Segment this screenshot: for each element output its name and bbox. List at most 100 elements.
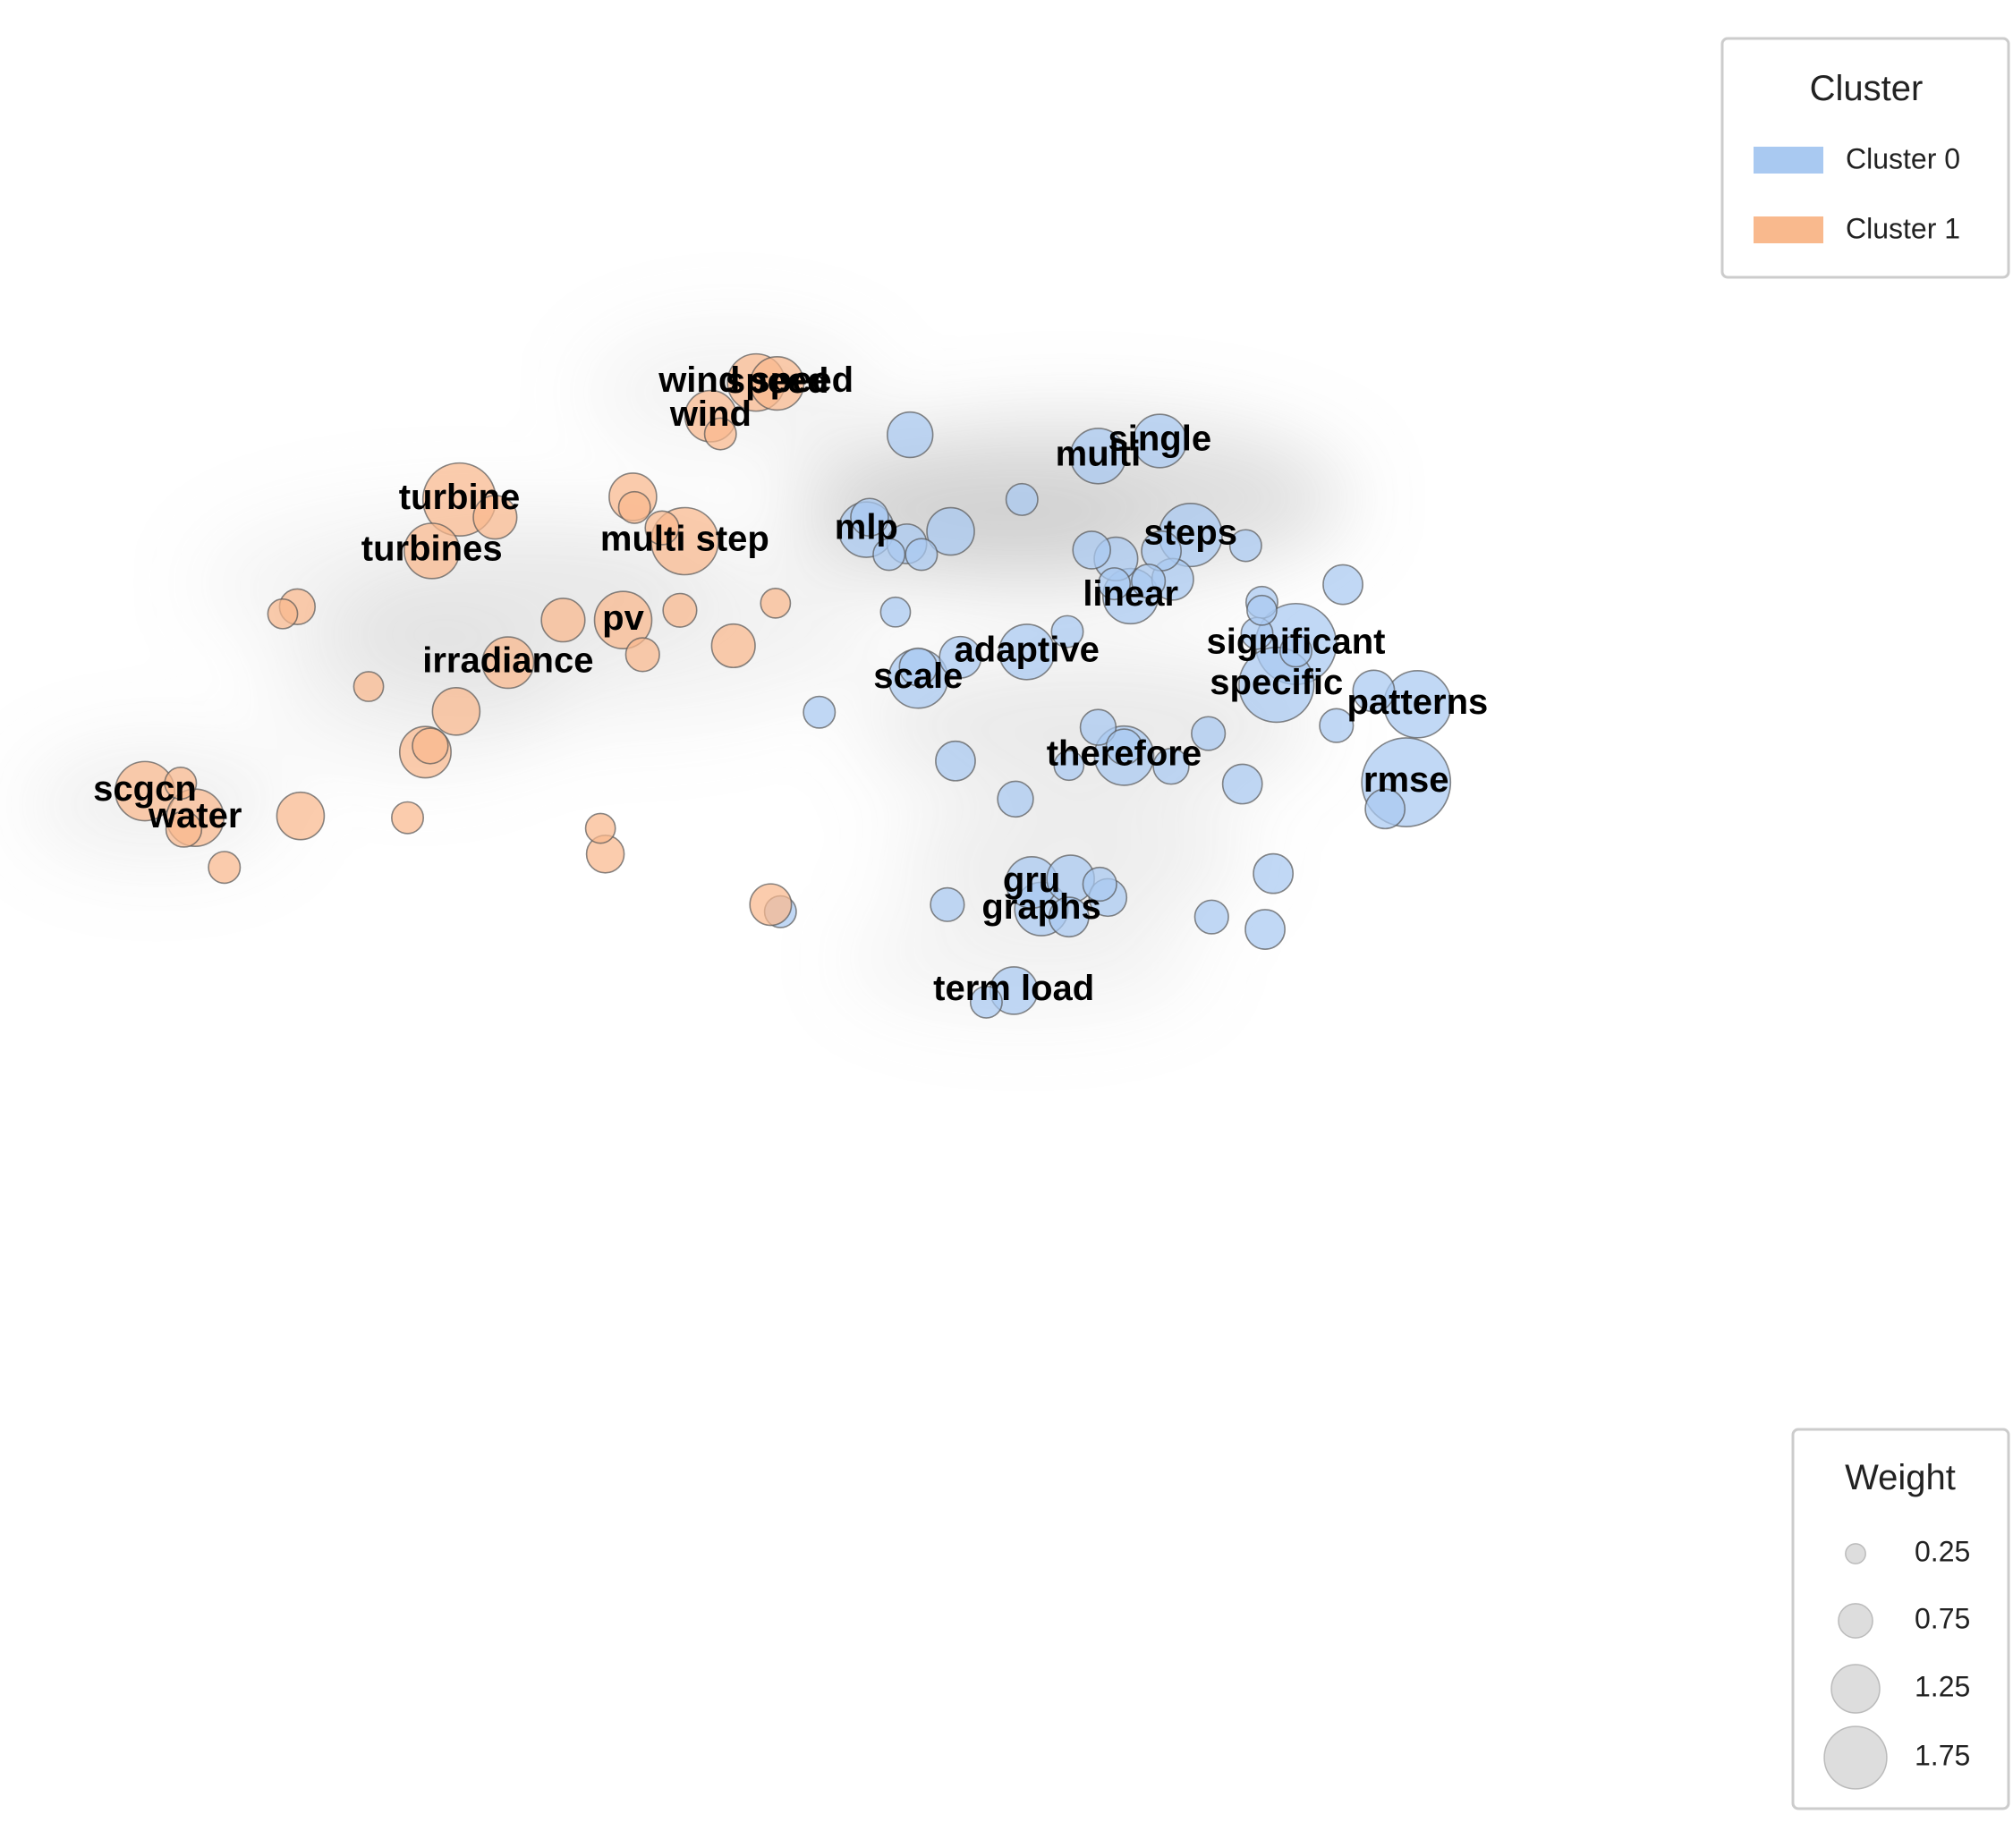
data-point xyxy=(412,727,449,765)
point-label: multi xyxy=(1056,434,1142,473)
data-point xyxy=(540,598,586,643)
data-point xyxy=(593,590,653,650)
data-point xyxy=(760,587,792,619)
cluster-1-label: Cluster 1 xyxy=(1846,212,1960,244)
data-point xyxy=(850,497,889,538)
point-label: irradiance xyxy=(422,640,593,680)
point-label: multi step xyxy=(600,520,769,559)
data-point xyxy=(267,598,299,630)
weight-legend-swatch xyxy=(1838,1603,1873,1639)
point-label: turbine xyxy=(399,478,521,517)
data-point xyxy=(617,490,651,524)
data-point xyxy=(1221,763,1263,805)
point-label: therefore xyxy=(1047,733,1202,773)
data-point xyxy=(703,417,737,451)
data-point xyxy=(403,522,461,580)
point-label: wind speed xyxy=(658,360,854,400)
cluster-1-swatch xyxy=(1754,216,1823,243)
point-label: patterns xyxy=(1346,682,1488,722)
data-point xyxy=(1072,530,1111,570)
data-point xyxy=(1193,899,1229,935)
data-point xyxy=(662,592,698,628)
data-point xyxy=(1050,615,1084,648)
data-point xyxy=(898,647,939,687)
data-point xyxy=(644,510,680,546)
data-point xyxy=(1098,567,1132,601)
point-label: mlp xyxy=(835,508,898,547)
density-blob xyxy=(845,906,1202,1013)
data-point xyxy=(939,635,982,679)
point-label: water xyxy=(148,796,242,835)
density-blob xyxy=(196,503,716,663)
data-point xyxy=(1105,728,1143,766)
data-point xyxy=(624,637,660,673)
point-label: pv xyxy=(602,598,644,638)
point-label: steps xyxy=(1143,513,1237,553)
point-label: adaptive xyxy=(955,630,1100,669)
data-point xyxy=(1319,708,1355,743)
data-point xyxy=(1352,669,1396,713)
data-point xyxy=(1131,563,1167,599)
data-point xyxy=(1005,482,1039,516)
data-point xyxy=(1048,896,1090,938)
data-point xyxy=(1191,716,1227,751)
data-point xyxy=(1228,529,1262,563)
data-point xyxy=(391,801,425,835)
point-label: single xyxy=(1108,420,1211,459)
data-point xyxy=(352,671,385,702)
data-point xyxy=(750,356,805,411)
weight-legend-title: Weight xyxy=(1845,1458,1956,1497)
point-label: gru xyxy=(1003,860,1060,900)
data-point xyxy=(930,886,965,922)
point-label: linear xyxy=(1083,574,1178,614)
point-label: significant xyxy=(1206,623,1385,662)
data-point xyxy=(165,810,203,848)
weight-legend-swatch xyxy=(1823,1725,1888,1790)
point-label: graphs xyxy=(981,887,1100,927)
data-point xyxy=(879,596,912,628)
data-point xyxy=(584,812,616,844)
data-point xyxy=(1278,634,1312,668)
weight-legend-swatch xyxy=(1830,1664,1881,1714)
data-point xyxy=(1053,750,1085,782)
data-point xyxy=(208,851,242,885)
data-point xyxy=(1246,594,1278,626)
data-point xyxy=(926,506,975,556)
cluster-0-swatch xyxy=(1754,147,1823,174)
weight-legend-swatch xyxy=(1845,1543,1866,1564)
weight-legend-label: 0.25 xyxy=(1915,1535,1970,1567)
data-point xyxy=(1132,413,1187,469)
point-label: term load xyxy=(933,969,1094,1008)
data-point xyxy=(935,740,976,782)
point-label: speed xyxy=(726,361,829,401)
data-point xyxy=(749,883,793,927)
point-label: scgcn xyxy=(93,769,197,809)
cluster-legend: Cluster Cluster 0 Cluster 1 xyxy=(1720,37,2010,279)
point-label: specific xyxy=(1210,663,1343,702)
data-point xyxy=(887,411,934,459)
weight-legend-label: 0.75 xyxy=(1915,1602,1970,1634)
data-point xyxy=(969,985,1003,1019)
cluster-0-label: Cluster 0 xyxy=(1846,142,1960,174)
data-point xyxy=(1244,909,1286,950)
data-point xyxy=(1069,428,1127,485)
data-point xyxy=(710,623,756,669)
data-point xyxy=(1364,788,1406,830)
data-point xyxy=(1322,564,1363,606)
cluster-legend-title: Cluster xyxy=(1810,69,1924,108)
point-label: turbines xyxy=(361,529,503,568)
data-point xyxy=(1253,852,1295,894)
data-point xyxy=(998,623,1056,681)
data-point xyxy=(481,636,535,690)
point-label: wind xyxy=(669,394,752,434)
data-point xyxy=(872,538,906,572)
weight-legend-box xyxy=(1791,1428,2010,1810)
weight-legend-label: 1.75 xyxy=(1915,1739,1970,1771)
point-label: scale xyxy=(873,657,963,696)
data-point xyxy=(431,686,481,736)
data-points xyxy=(115,352,1452,1019)
data-point xyxy=(905,538,939,572)
data-point xyxy=(1152,748,1190,785)
data-point xyxy=(164,767,198,801)
